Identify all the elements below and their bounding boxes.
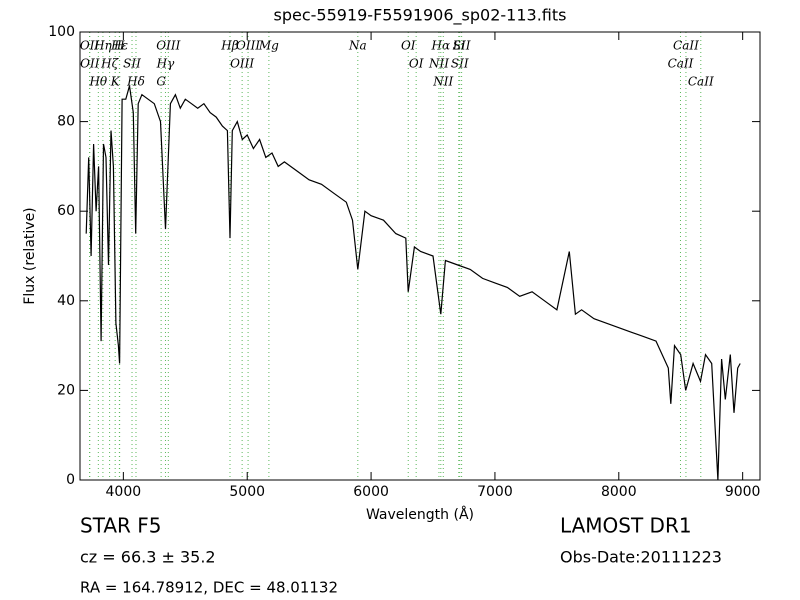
annotation-label: OI: [401, 39, 416, 53]
annotation-label: H: [113, 39, 125, 53]
x-tick-label: 7000: [477, 484, 513, 500]
annotation-label: NII: [428, 57, 449, 71]
y-tick-label: 20: [57, 382, 75, 398]
x-tick-label: 6000: [353, 484, 389, 500]
y-tick-label: 60: [57, 203, 75, 219]
annotation-label: Hη: [93, 39, 112, 53]
annotation-label: NII: [432, 75, 453, 89]
x-axis-label: Wavelength (Å): [366, 506, 474, 523]
annotation-label: SII: [451, 57, 469, 71]
redshift: cz = 66.3 ± 35.2: [80, 548, 216, 567]
annotation-label: OIII: [230, 57, 254, 71]
annotation-label: CaII: [668, 57, 694, 71]
spectrum-line: [85, 85, 741, 481]
coordinates: RA = 164.78912, DEC = 48.01132: [80, 579, 338, 597]
annotation-label: OII: [80, 39, 100, 53]
y-tick-label: 0: [66, 472, 75, 488]
plot-frame: [79, 31, 761, 481]
annotation-label: SII: [123, 57, 141, 71]
x-tick-label: 4000: [106, 484, 142, 500]
annotation-label: Hζ: [100, 57, 119, 71]
annotation-label: Hγ: [156, 57, 175, 71]
annotation-label: OI: [409, 57, 424, 71]
annotation-label: SII: [453, 39, 471, 53]
object-class: STAR F5: [80, 514, 162, 538]
y-axis-label: Flux (relative): [22, 207, 38, 304]
annotation-label: Mg: [258, 39, 279, 53]
annotation-label: OIII: [236, 39, 260, 53]
annotation-label: CaII: [688, 75, 714, 89]
annotation-label: OII: [80, 57, 100, 71]
y-tick-label: 100: [48, 24, 75, 40]
annotation-label: Na: [348, 39, 367, 53]
annotation-label: Hβ: [220, 39, 238, 53]
x-tick-label: 8000: [601, 484, 637, 500]
annotation-label: OIII: [156, 39, 180, 53]
annotation-label: Hε: [110, 39, 128, 53]
annotation-label: G: [156, 75, 166, 89]
survey: LAMOST DR1: [560, 514, 692, 538]
annotation-label: Hθ: [88, 75, 107, 89]
x-tick-label: 9000: [725, 484, 761, 500]
annotation-label: Hα: [431, 39, 451, 53]
obs-date: Obs-Date:20111223: [560, 548, 722, 567]
x-tick-label: 5000: [229, 484, 265, 500]
chart-title: spec-55919-F5591906_sp02-113.fits: [274, 6, 567, 26]
y-tick-label: 40: [57, 293, 75, 309]
annotation-label: Hδ: [126, 75, 145, 89]
annotation-label: CaII: [673, 39, 699, 53]
annotation-label: K: [110, 75, 121, 89]
y-tick-label: 80: [57, 114, 75, 130]
